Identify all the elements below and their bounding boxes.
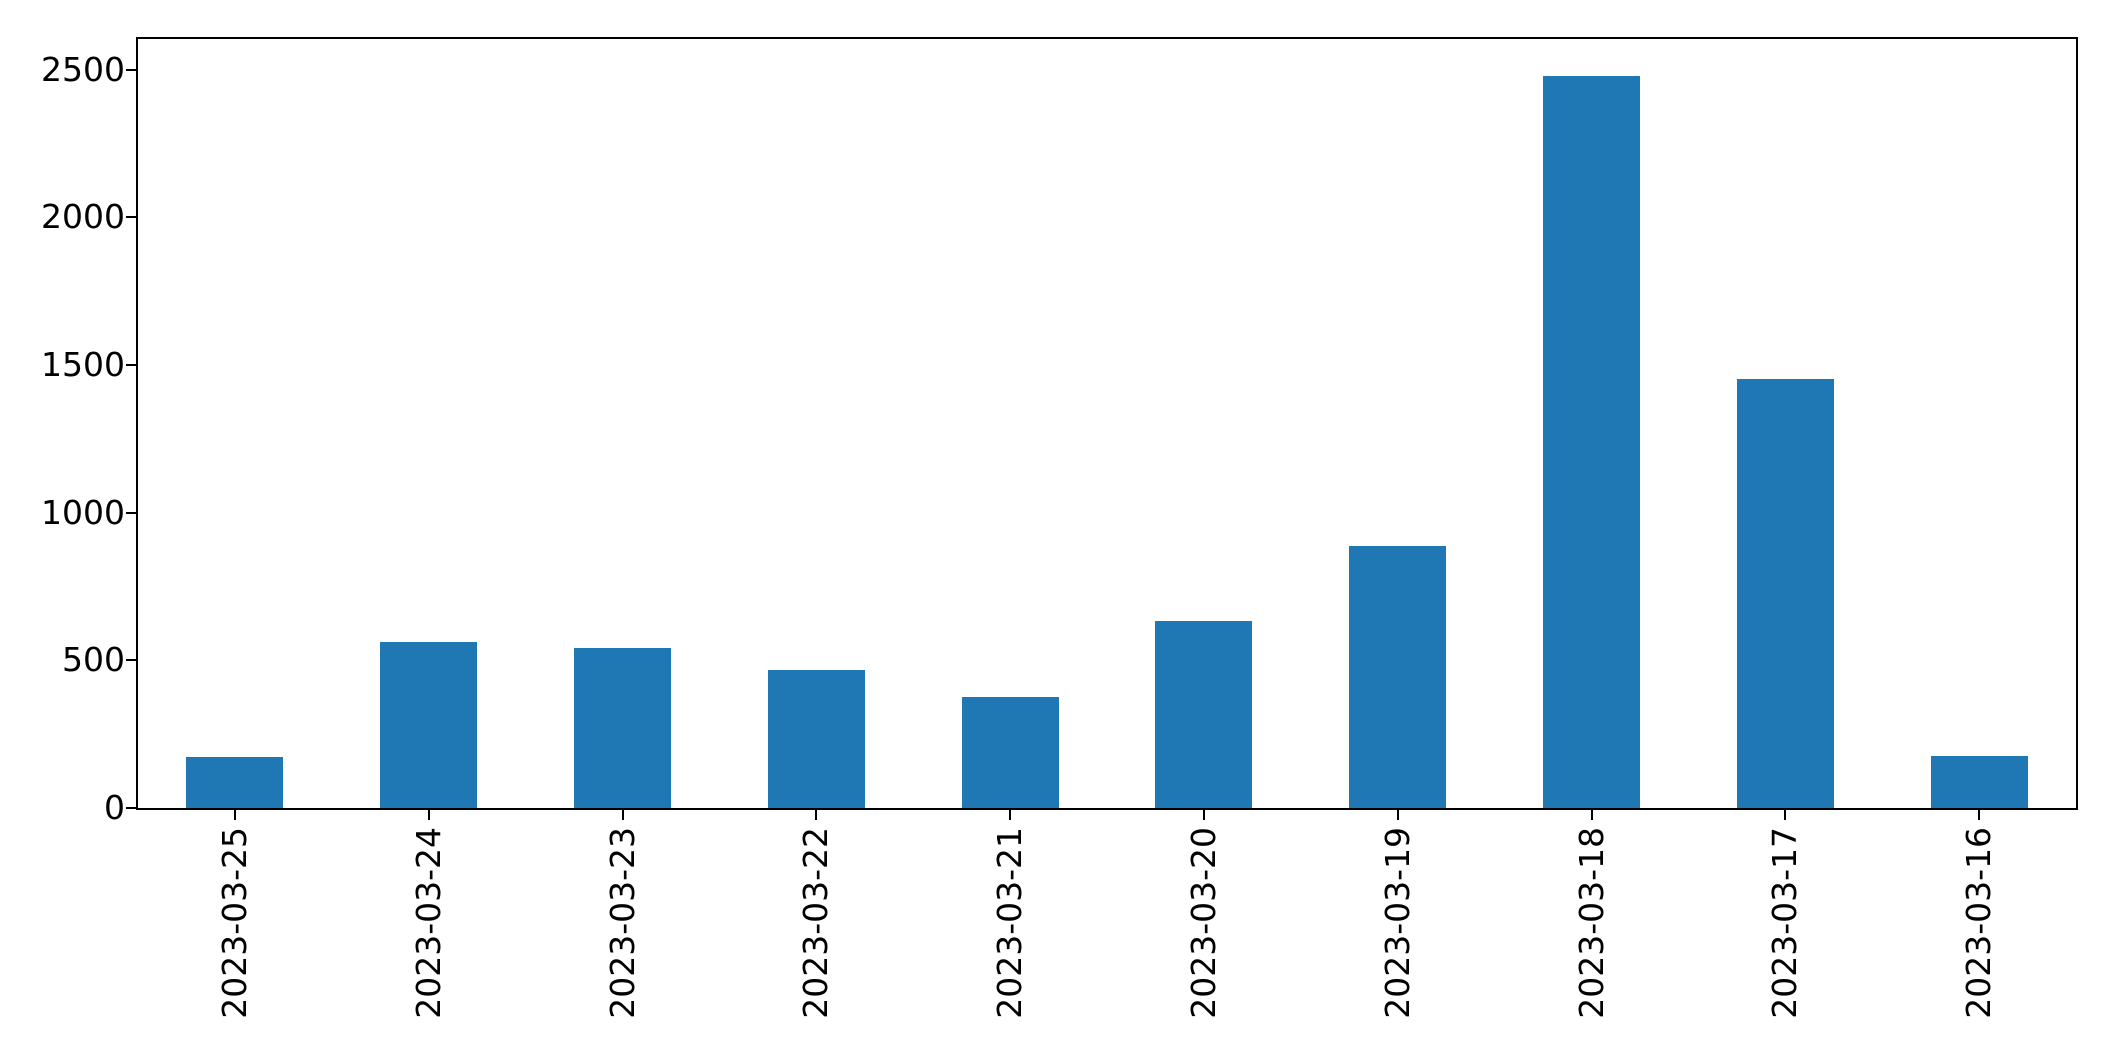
y-tick-mark [126, 364, 136, 367]
x-tick-mark [1202, 810, 1205, 820]
x-tick-label: 2023-03-24 [408, 827, 448, 1019]
plot-area [136, 37, 2078, 810]
y-tick-label: 1500 [41, 345, 125, 385]
x-tick-label: 2023-03-16 [1959, 827, 1999, 1019]
bar-2023-03-25 [186, 757, 284, 808]
bar-2023-03-23 [574, 647, 671, 808]
x-tick-label: 2023-03-20 [1183, 827, 1223, 1019]
x-tick-mark [1590, 810, 1593, 820]
x-tick-label: 2023-03-18 [1571, 827, 1611, 1019]
bar-2023-03-24 [380, 642, 478, 808]
bar-2023-03-17 [1736, 379, 1834, 808]
x-tick-label: 2023-03-21 [990, 827, 1030, 1019]
y-tick-label: 2500 [41, 49, 125, 89]
x-tick-label: 2023-03-22 [796, 827, 836, 1019]
x-tick-label: 2023-03-17 [1765, 827, 1805, 1019]
bar-2023-03-21 [961, 697, 1059, 808]
y-tick-mark [126, 511, 136, 514]
x-tick-mark [1009, 810, 1012, 820]
x-tick-label: 2023-03-25 [214, 827, 254, 1019]
y-tick-mark [126, 68, 136, 71]
y-tick-mark [126, 659, 136, 662]
x-tick-mark [1784, 810, 1787, 820]
y-tick-label: 500 [62, 640, 125, 680]
y-tick-label: 2000 [41, 197, 125, 237]
y-tick-mark [126, 807, 136, 809]
x-tick-label: 2023-03-19 [1377, 827, 1417, 1019]
y-tick-label: 0 [104, 788, 125, 827]
x-tick-mark [233, 810, 236, 820]
y-tick-label: 1000 [41, 492, 125, 532]
bar-2023-03-18 [1543, 75, 1640, 808]
y-tick-mark [126, 216, 136, 219]
x-tick-mark [621, 810, 624, 820]
bar-2023-03-22 [767, 670, 865, 808]
bar-2023-03-19 [1349, 546, 1447, 808]
x-tick-mark [1978, 810, 1981, 820]
x-tick-mark [815, 810, 818, 820]
x-tick-mark [427, 810, 430, 820]
x-tick-label: 2023-03-23 [602, 827, 642, 1019]
bar-2023-03-16 [1930, 756, 2028, 808]
x-tick-mark [1396, 810, 1399, 820]
bar-2023-03-20 [1155, 620, 1253, 808]
